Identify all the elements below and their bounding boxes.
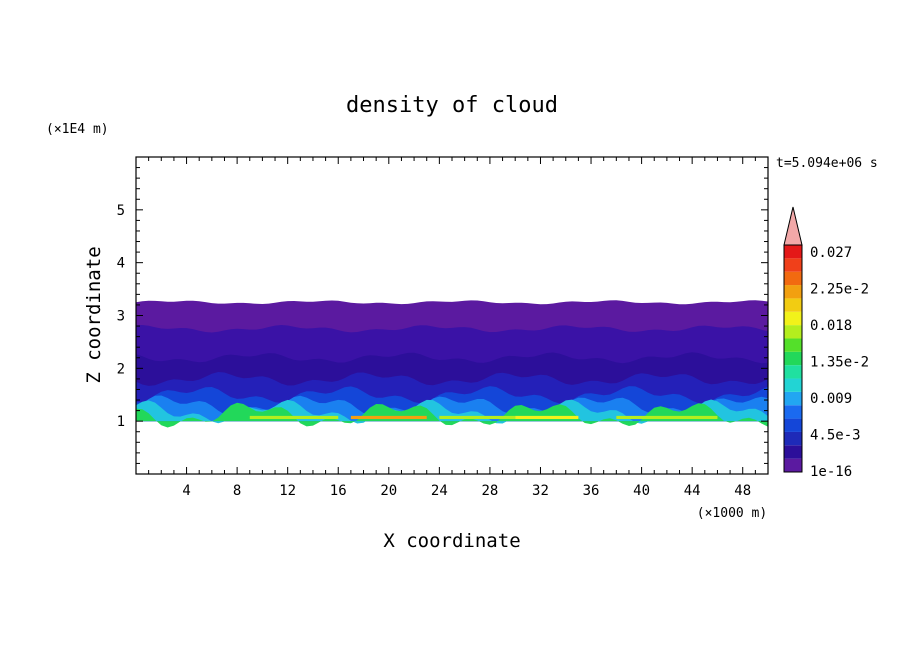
colorbar-swatch	[784, 325, 802, 339]
colorbar-label: 0.009	[810, 391, 852, 407]
colorbar-label: 1.35e-2	[810, 355, 869, 371]
colorbar-swatch	[784, 351, 802, 366]
cloud-core-streak	[249, 415, 339, 420]
y-axis-title: Z coordinate	[83, 246, 105, 383]
cloud-core-streak	[616, 415, 718, 420]
cloud-core-streak	[350, 415, 427, 420]
colorbar-frame	[783, 244, 803, 473]
x-tick-label: 40	[633, 483, 650, 499]
y-tick-label: 1	[117, 414, 125, 430]
cloud-core-streak	[515, 415, 579, 420]
x-tick-label: 24	[431, 483, 448, 499]
cloud-density-field	[136, 300, 768, 428]
chart-title: density of cloud	[346, 93, 558, 118]
x-axis: 4 8 12 16 20 24 28 32 36 40 44 48	[148, 157, 756, 499]
x-tick-label: 12	[279, 483, 296, 499]
colorbar-swatch	[784, 431, 802, 446]
x-tick-label: 48	[734, 483, 751, 499]
colorbar-swatch	[784, 391, 802, 406]
colorbar-swatch	[784, 458, 802, 472]
x-tick-label: 16	[330, 483, 347, 499]
y-unit-label: (×1E4 m)	[46, 122, 109, 137]
colorbar-label: 4.5e-3	[810, 428, 861, 444]
y-tick-label: 5	[117, 203, 125, 219]
y-tick-label: 2	[117, 361, 125, 377]
x-tick-label: 28	[481, 483, 498, 499]
time-label: t=5.094e+06 s	[776, 156, 878, 171]
y-tick-label: 3	[117, 309, 125, 325]
colorbar: 1e-16 4.5e-3 0.009 1.35e-2 0.018 2.25e-2 0.027	[783, 206, 869, 480]
colorbar-swatch	[784, 285, 802, 299]
colorbar-label: 0.027	[810, 245, 852, 261]
colorbar-swatch	[784, 298, 802, 312]
cloud-layer	[136, 402, 768, 428]
x-tick-label: 32	[532, 483, 549, 499]
x-tick-label: 4	[182, 483, 190, 499]
colorbar-swatch	[784, 365, 802, 379]
colorbar-swatch	[784, 418, 802, 432]
x-tick-label: 36	[583, 483, 600, 499]
colorbar-swatch	[784, 338, 802, 352]
colorbar-swatch	[784, 245, 802, 259]
colorbar-label: 2.25e-2	[810, 282, 869, 298]
x-unit-label: (×1000 m)	[697, 506, 767, 521]
x-tick-label: 20	[380, 483, 397, 499]
colorbar-swatch	[784, 311, 802, 326]
x-tick-label: 44	[684, 483, 701, 499]
colorbar-swatch	[784, 378, 802, 392]
colorbar-swatch	[784, 445, 802, 459]
cloud-core-streak	[439, 415, 516, 420]
colorbar-extend-arrow	[783, 206, 803, 246]
colorbar-swatch	[784, 405, 802, 419]
colorbar-label: 1e-16	[810, 464, 852, 480]
y-tick-label: 4	[117, 256, 125, 272]
colorbar-label: 0.018	[810, 318, 852, 334]
x-tick-label: 8	[233, 483, 241, 499]
colorbar-swatch	[784, 258, 802, 272]
colorbar-swatch	[784, 271, 802, 286]
y-axis: 1 2 3 4 5	[117, 167, 768, 464]
x-axis-title: X coordinate	[383, 530, 520, 552]
